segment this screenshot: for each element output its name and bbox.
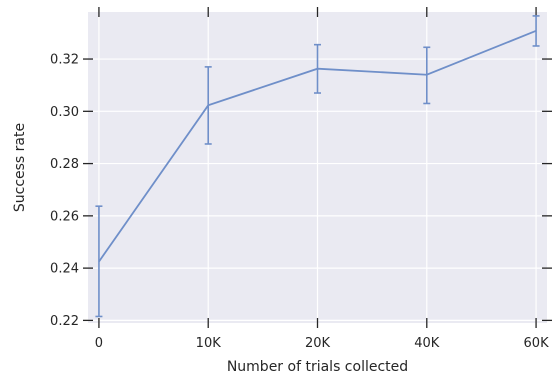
outer-ticks <box>83 7 552 328</box>
series-line <box>98 29 537 263</box>
y-tick-label: 0.24 <box>50 262 79 277</box>
x-tick-label: 60K <box>524 336 550 351</box>
x-tick-label: 10K <box>196 336 222 351</box>
y-tick-label: 0.26 <box>50 209 79 224</box>
y-axis-label: Success rate <box>12 123 28 212</box>
x-tick-label: 40K <box>414 336 440 351</box>
y-tick-label: 0.22 <box>50 314 79 329</box>
x-tick-labels: 0 10K 20K 40K 60K <box>95 336 549 351</box>
x-tick-label: 0 <box>95 336 103 351</box>
y-tick-labels: 0.22 0.24 0.26 0.28 0.30 0.32 <box>50 53 79 329</box>
x-axis-label: Number of trials collected <box>227 359 408 375</box>
y-tick-label: 0.32 <box>50 53 79 68</box>
y-tick-label: 0.28 <box>50 157 79 172</box>
x-tick-label: 20K <box>305 336 331 351</box>
y-tick-label: 0.30 <box>50 105 79 120</box>
